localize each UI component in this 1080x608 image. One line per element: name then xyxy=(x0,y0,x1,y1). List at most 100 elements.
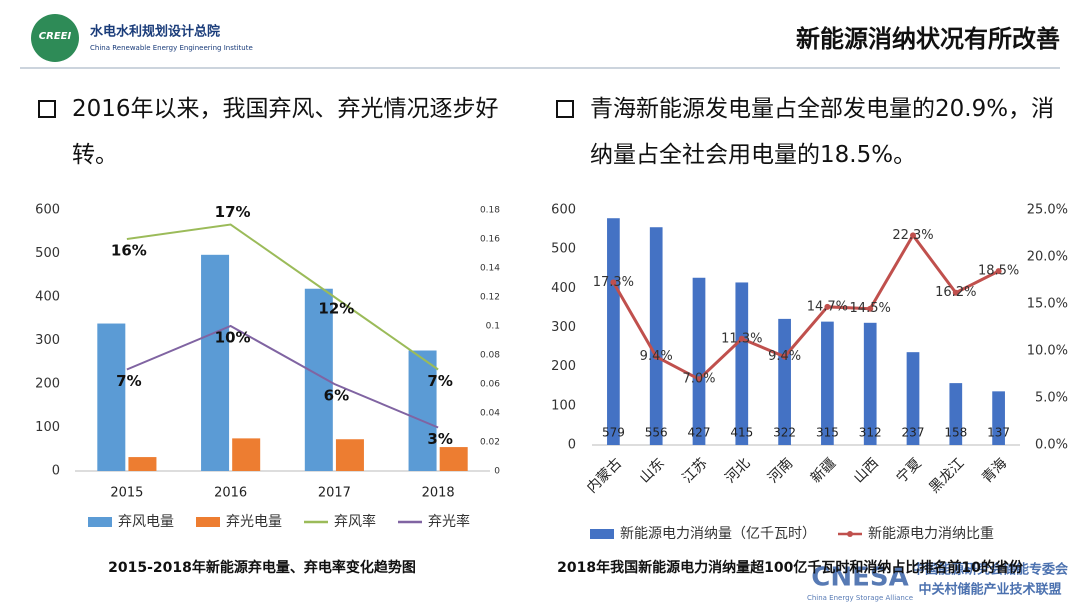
y-tick-label: 100 xyxy=(35,420,60,435)
y-tick-label: 200 xyxy=(551,359,576,374)
bar xyxy=(992,391,1005,445)
y-tick-label: 300 xyxy=(35,333,60,348)
line-label: 16% xyxy=(111,242,147,260)
legend-marker xyxy=(847,531,853,537)
line-label: 17% xyxy=(215,203,251,221)
x-tick-label: 2016 xyxy=(214,486,247,501)
line xyxy=(126,324,439,429)
y2-tick-label: 15.0% xyxy=(1027,297,1068,312)
line-label: 18.5% xyxy=(978,264,1019,279)
bar-label: 312 xyxy=(859,426,882,440)
bar-label: 137 xyxy=(987,426,1010,440)
bar xyxy=(408,350,437,471)
y2-tick-label: 0 xyxy=(494,467,500,477)
bar xyxy=(439,447,468,471)
point xyxy=(738,335,745,342)
line xyxy=(126,223,439,371)
y-tick-label: 500 xyxy=(35,246,60,261)
y2-tick-label: 0.04 xyxy=(480,409,500,419)
x-tick-label: 2017 xyxy=(318,486,351,501)
line-label: 17.3% xyxy=(593,275,634,290)
bar-label: 556 xyxy=(645,426,668,440)
y-tick-label: 600 xyxy=(35,203,60,218)
legend-label: 弃光电量 xyxy=(226,514,282,530)
line-label: 9.4% xyxy=(768,349,801,364)
x-tick-label: 宁夏 xyxy=(893,455,925,487)
line-label: 16.2% xyxy=(935,285,976,300)
point xyxy=(952,289,959,296)
x-tick-label: 新疆 xyxy=(808,455,839,486)
point xyxy=(781,353,788,360)
x-tick-label: 山东 xyxy=(637,455,668,486)
y2-tick-label: 0.08 xyxy=(480,351,500,361)
point xyxy=(910,232,916,239)
legend-swatch xyxy=(88,517,112,527)
y2-tick-label: 0.0% xyxy=(1035,438,1068,453)
line-label: 11.3% xyxy=(721,331,762,346)
bar xyxy=(906,352,920,445)
y2-tick-label: 5.0% xyxy=(1035,391,1068,406)
bar-label: 579 xyxy=(602,426,625,440)
bullet: 青海新能源发电量占全部发电量的20.9%，消纳量占全社会用电量的18.5%。 xyxy=(556,86,1060,178)
logo-text: CREEI xyxy=(39,31,72,42)
y2-tick-label: 0.12 xyxy=(480,293,500,303)
y-tick-label: 0 xyxy=(568,438,576,453)
bar xyxy=(735,282,749,445)
point xyxy=(867,305,874,312)
bar xyxy=(607,218,620,445)
line-label: 12% xyxy=(318,300,354,318)
bullet: 2016年以来，我国弃风、弃光情况逐步好转。 xyxy=(38,86,540,178)
watermark-line: 中国能源研究会储能专委会 xyxy=(912,562,1069,578)
line-label: 9.4% xyxy=(640,349,673,364)
line-label: 7.0% xyxy=(682,372,715,387)
x-tick-label: 内蒙古 xyxy=(584,455,625,496)
legend-label: 弃光率 xyxy=(428,513,470,530)
line-label: 14.7% xyxy=(807,299,848,314)
y-tick-label: 200 xyxy=(35,377,60,392)
line-label: 14.5% xyxy=(850,301,891,316)
bar-label: 415 xyxy=(730,426,753,440)
line-label: 3% xyxy=(427,430,452,448)
y-tick-label: 100 xyxy=(551,398,576,413)
y2-tick-label: 0.16 xyxy=(480,235,500,245)
bar xyxy=(692,277,706,445)
bar xyxy=(335,439,364,471)
y2-tick-label: 10.0% xyxy=(1027,344,1068,359)
line xyxy=(612,232,1000,382)
legend-label: 新能源电力消纳比重 xyxy=(868,526,994,542)
chart-caption: 2018年我国新能源电力消纳量超100亿千瓦时和消纳占比排名前10的省份 xyxy=(557,559,1024,576)
point xyxy=(610,279,617,286)
watermark: CNESA xyxy=(811,563,908,593)
line-label: 22.3% xyxy=(892,228,933,243)
bar-label: 322 xyxy=(773,426,796,440)
x-tick-label: 河南 xyxy=(765,455,796,486)
watermark-line: 中关村储能产业技术联盟 xyxy=(918,582,1061,598)
y-tick-label: 400 xyxy=(35,290,60,305)
legend-label: 弃风电量 xyxy=(118,514,174,530)
bar xyxy=(201,254,230,471)
x-tick-label: 2018 xyxy=(422,486,455,501)
watermark-sub: China Energy Storage Alliance xyxy=(807,594,913,602)
bar xyxy=(97,323,126,471)
point xyxy=(653,353,660,360)
line-label: 7% xyxy=(116,372,141,390)
x-tick-label: 黑龙江 xyxy=(926,455,967,496)
bar-label: 158 xyxy=(944,426,967,440)
logo xyxy=(31,14,79,62)
bar xyxy=(863,322,877,445)
line-label: 6% xyxy=(324,387,349,405)
bar xyxy=(821,321,834,445)
bar xyxy=(778,318,791,445)
bar-label: 427 xyxy=(688,426,711,440)
bar-label: 237 xyxy=(902,426,925,440)
legend-swatch xyxy=(590,529,614,539)
y-tick-label: 0 xyxy=(52,464,60,479)
legend-swatch xyxy=(196,517,220,527)
bar xyxy=(649,227,663,445)
point xyxy=(824,303,831,310)
chart-caption: 2015-2018年新能源弃电量、弃电率变化趋势图 xyxy=(108,559,416,576)
x-tick-label: 河北 xyxy=(722,455,753,486)
line-label: 10% xyxy=(215,329,251,347)
